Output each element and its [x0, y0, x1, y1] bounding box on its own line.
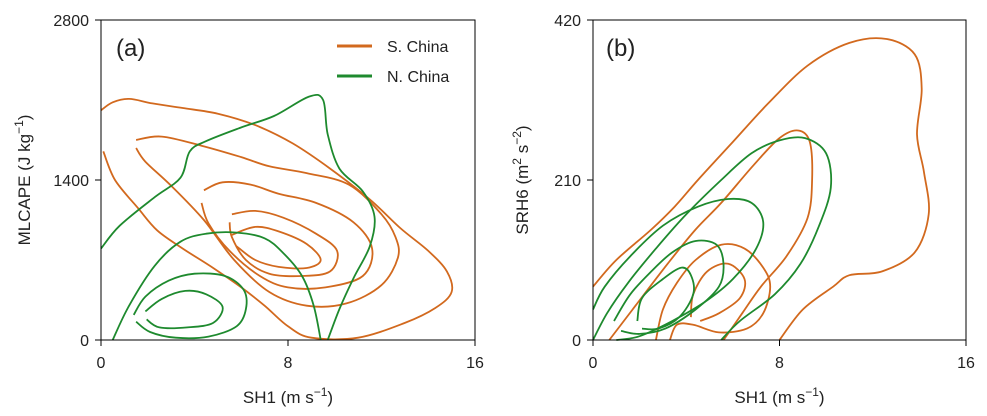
panel-a-ytick-label-0: 0 [80, 333, 89, 350]
panel-a-contours [100, 93, 454, 341]
legend-label-n-china: N. China [387, 69, 449, 86]
panel-a-xtick-label-0: 0 [97, 355, 106, 372]
panel-a-xtick-label-1: 8 [284, 355, 293, 372]
panel-b-s-china-contour-1 [608, 129, 814, 341]
panel-b-xtick-label-1: 8 [775, 355, 784, 372]
panel-a-ylabel: MLCAPE (J kg−1) [12, 115, 34, 246]
panel-a-s-china-contour-1 [135, 135, 400, 308]
legend: S. China N. China [337, 39, 449, 86]
panel-a-ytick-label-2: 2800 [53, 13, 89, 30]
panel-a-n-china-contour-0 [100, 93, 376, 341]
panel-b-xlabel: SH1 (m s−1) [734, 385, 824, 407]
panel-b-xtick-label-0: 0 [589, 355, 598, 372]
panel-a-xtick-label-2: 16 [466, 355, 484, 372]
panel-b-ytick-label-1: 210 [554, 173, 581, 190]
panel-a: 0 1400 2800 0 8 16 SH1 (m s−1) MLCAPE (J… [12, 13, 484, 407]
panel-b-label: (b) [606, 35, 635, 62]
panel-b-n-china-contour-2 [613, 239, 725, 335]
panel-b-ylabel: SRH6 (m2 s−2) [510, 125, 532, 234]
panel-a-axes-frame [100, 19, 476, 341]
panel-b-axes-frame [592, 19, 967, 341]
panel-a-n-china-contour-2 [132, 272, 248, 340]
panel-b-ytick-label-0: 0 [572, 333, 581, 350]
panel-b-s-china-contour-0 [592, 37, 930, 341]
panel-b-contours [592, 37, 930, 341]
panel-a-s-china-contour-3 [228, 209, 339, 278]
panel-a-ytick-label-1: 1400 [53, 173, 89, 190]
panel-a-s-china-contour-2 [200, 181, 374, 290]
panel-a-label: (a) [116, 35, 145, 62]
panel-b-xtick-label-2: 16 [957, 355, 975, 372]
panel-b-n-china-contour-3 [636, 266, 695, 331]
panel-a-n-china-contour-3 [144, 289, 224, 330]
panel-a-xlabel: SH1 (m s−1) [243, 385, 333, 407]
panel-b-n-china-contour-1 [592, 197, 765, 341]
panel-a-s-china-contour-0 [100, 97, 454, 341]
legend-label-s-china: S. China [387, 39, 448, 56]
panel-b-n-china-contour-0 [592, 136, 833, 341]
panel-a-s-china-contour-4 [231, 225, 322, 270]
panel-a-n-china-contour-1 [111, 231, 322, 341]
panel-b-s-china-contour-2 [655, 243, 772, 341]
panel-b: 0 210 420 0 8 16 SH1 (m s−1) SRH6 (m2 s−… [510, 13, 975, 407]
panel-b-ytick-label-2: 420 [554, 13, 581, 30]
